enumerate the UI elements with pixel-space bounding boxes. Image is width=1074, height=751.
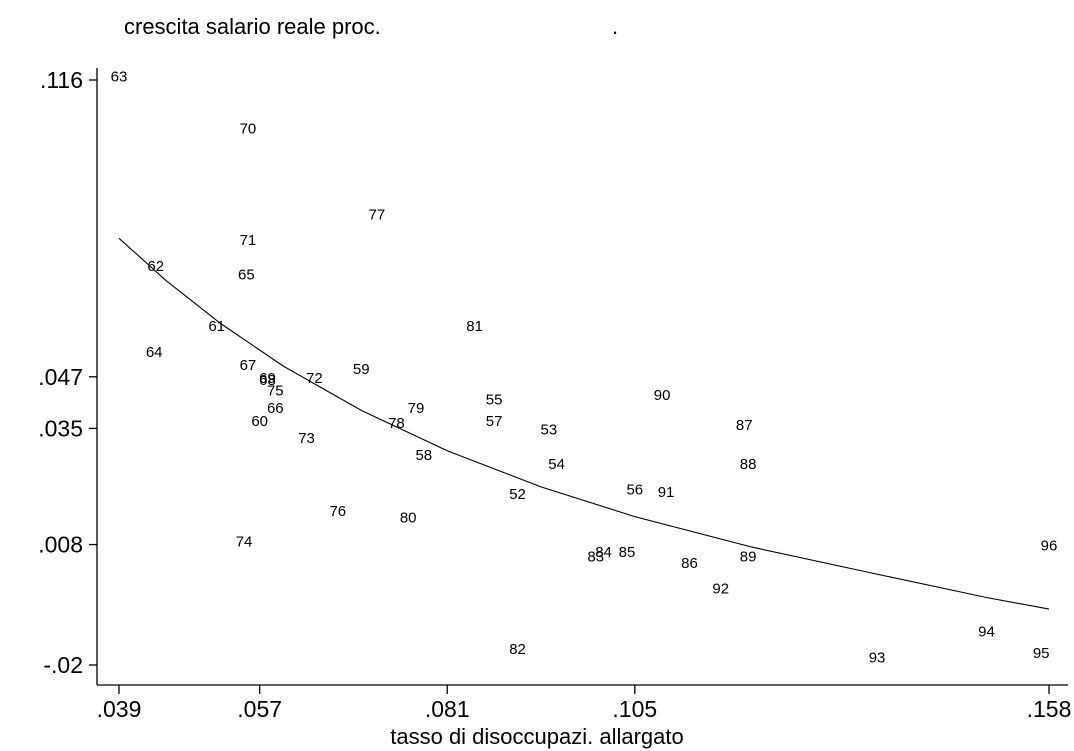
point-label-69: 69 [259, 370, 276, 387]
x-tick-label: .105 [612, 696, 657, 722]
point-label-89: 89 [740, 548, 757, 565]
point-label-54: 54 [548, 456, 565, 473]
point-label-82: 82 [509, 641, 526, 658]
point-label-86: 86 [681, 555, 698, 572]
axes: .116 .047 .035 .008 -.02 .039 .057 .081 .105 .158 [38, 67, 1071, 722]
point-label-58: 58 [415, 447, 432, 464]
point-label-72: 72 [306, 370, 323, 387]
y-tick-label: -.02 [43, 652, 83, 678]
point-label-76: 76 [329, 503, 346, 520]
point-label-79: 79 [408, 400, 425, 417]
point-label-80: 80 [400, 510, 417, 527]
x-tick-label: .057 [237, 696, 282, 722]
x-tick-label: .158 [1027, 696, 1072, 722]
point-label-64: 64 [146, 344, 163, 361]
point-label-55: 55 [486, 391, 503, 408]
x-axis-label: tasso di disoccupazi. allargato [390, 724, 684, 749]
y-tick-label: .008 [38, 532, 83, 558]
fit-curve [118, 237, 1050, 610]
point-label-59: 59 [353, 361, 370, 378]
point-label-92: 92 [712, 581, 729, 598]
point-label-84: 84 [595, 544, 612, 561]
point-label-70: 70 [240, 120, 257, 137]
point-label-87: 87 [736, 417, 753, 434]
point-label-56: 56 [626, 482, 643, 499]
point-label-53: 53 [540, 421, 557, 438]
point-label-73: 73 [298, 430, 315, 447]
point-label-60: 60 [251, 413, 268, 430]
y-tick-label: .047 [38, 364, 83, 390]
point-label-71: 71 [240, 232, 257, 249]
chart-title-suffix: . [612, 14, 619, 39]
point-label-77: 77 [369, 206, 386, 223]
point-label-75: 75 [267, 383, 284, 400]
point-label-66: 66 [267, 400, 284, 417]
point-label-85: 85 [619, 544, 636, 561]
y-tick-label: .116 [40, 67, 83, 93]
point-label-96: 96 [1041, 538, 1058, 555]
y-tick-label: .035 [38, 415, 83, 441]
point-label-61: 61 [208, 318, 225, 335]
point-label-65: 65 [238, 267, 255, 284]
point-label-93: 93 [869, 649, 886, 666]
point-label-88: 88 [740, 456, 757, 473]
point-label-74: 74 [236, 533, 253, 550]
x-tick-label: .039 [97, 696, 142, 722]
point-label-52: 52 [509, 486, 526, 503]
point-label-62: 62 [147, 258, 164, 275]
point-label-67: 67 [240, 357, 257, 374]
point-label-90: 90 [654, 387, 671, 404]
point-label-91: 91 [658, 484, 675, 501]
point-label-57: 57 [486, 413, 503, 430]
point-label-68: 68 [259, 372, 276, 389]
point-label-83: 83 [587, 548, 604, 565]
point-label-78: 78 [388, 415, 405, 432]
point-label-63: 63 [111, 69, 128, 86]
point-label-95: 95 [1033, 645, 1050, 662]
point-label-94: 94 [978, 624, 995, 641]
point-label-81: 81 [466, 318, 483, 335]
x-tick-label: .081 [425, 696, 470, 722]
chart-title: crescita salario reale proc. [124, 14, 381, 39]
fit-curve-layer [118, 237, 1050, 610]
